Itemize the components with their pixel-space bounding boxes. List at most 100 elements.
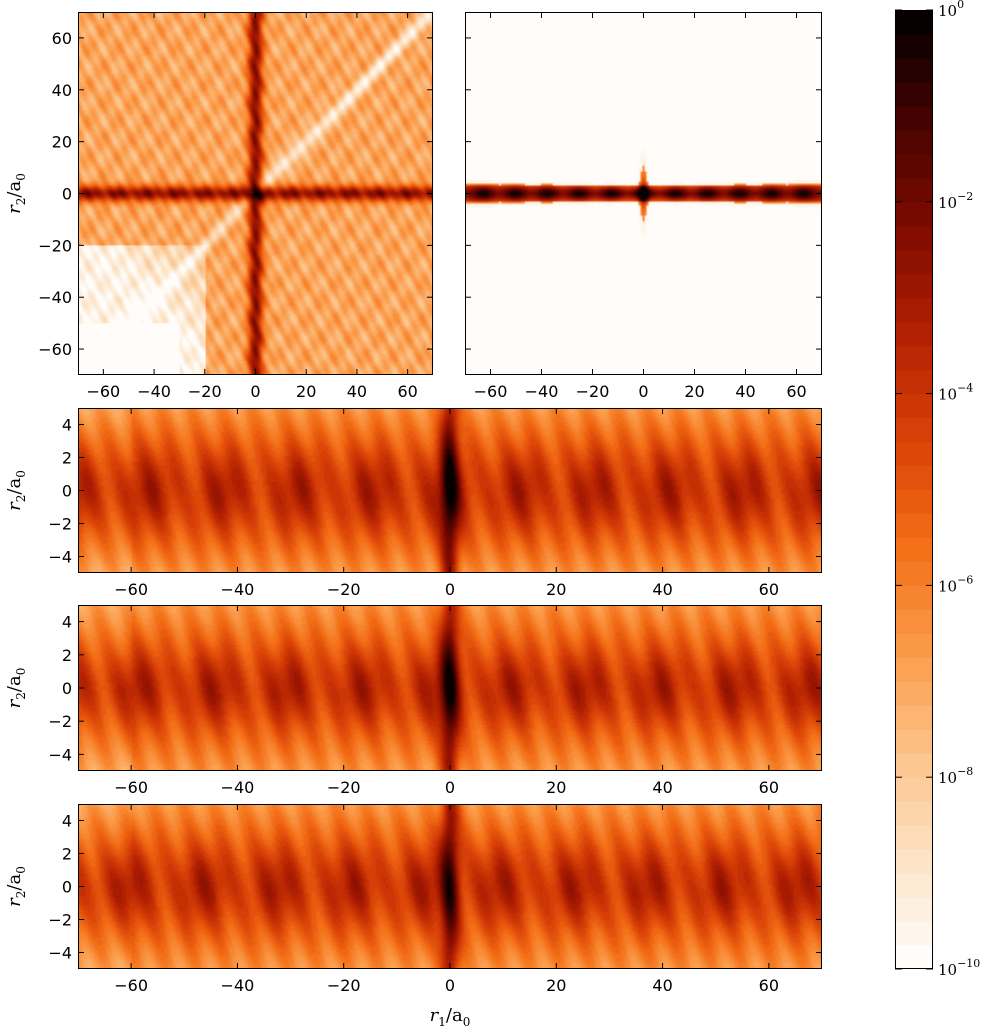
- x-tick-label: 0: [638, 382, 648, 401]
- colorbar-level: [895, 585, 933, 610]
- heatmap-image: [465, 12, 822, 375]
- colorbar-tick-label: 10−4: [938, 382, 973, 404]
- x-tick-label: 60: [759, 778, 779, 797]
- y-tick-label: 0: [62, 878, 72, 897]
- x-tick-label: 20: [296, 382, 316, 401]
- y-tick-label: −2: [48, 712, 72, 731]
- panel-top-right: −60 −40 −20 0 20 40 60: [465, 12, 822, 401]
- colorbar-level: [895, 201, 933, 227]
- y-tick-label: 0: [62, 679, 72, 698]
- x-tick-label: 0: [445, 976, 455, 995]
- axes-frame: [78, 804, 822, 969]
- x-tick-label: 40: [347, 382, 367, 401]
- y-tick-label: 4: [62, 416, 72, 435]
- x-tick-label: −40: [221, 580, 255, 599]
- y-tick-label: −4: [48, 944, 72, 963]
- colorbar-tick-label: 10−8: [938, 765, 973, 787]
- x-tick-label: 0: [250, 382, 260, 401]
- colorbar-level: [895, 681, 933, 706]
- colorbar-frame: [895, 10, 933, 969]
- colorbar: 100 10−2 10−4 10−6 10−8 10−10: [895, 0, 980, 979]
- y-tick-label: 0: [62, 185, 72, 204]
- colorbar-level: [895, 609, 933, 634]
- y-axis-label: r2/a0: [4, 866, 28, 907]
- colorbar-level: [895, 81, 933, 107]
- colorbar-level: [895, 441, 933, 467]
- x-tick-label: 40: [652, 976, 672, 995]
- x-tick-label: −60: [114, 976, 148, 995]
- colorbar-level: [895, 321, 933, 347]
- colorbar-level: [895, 225, 933, 251]
- y-tick-label: −40: [38, 288, 72, 307]
- x-tick-label: 40: [652, 778, 672, 797]
- y-tick-label: 4: [62, 613, 72, 632]
- colorbar-level: [895, 921, 933, 946]
- colorbar-level: [895, 177, 933, 203]
- colorbar-level: [895, 273, 933, 299]
- colorbar-level: [895, 465, 933, 490]
- colorbar-level: [895, 489, 933, 514]
- axes-frame: [78, 605, 822, 771]
- x-tick-label: 40: [652, 580, 672, 599]
- x-tick-label: 60: [397, 382, 417, 401]
- colorbar-level: [895, 417, 933, 443]
- y-tick-label: 2: [62, 449, 72, 468]
- colorbar-level: [895, 393, 933, 419]
- heatmap-image: [78, 605, 822, 771]
- x-tick-label: 60: [786, 382, 806, 401]
- colorbar-level: [895, 561, 933, 586]
- x-tick-label: −60: [114, 580, 148, 599]
- x-tick-label: 40: [735, 382, 755, 401]
- x-tick-label: 20: [546, 778, 566, 797]
- colorbar-level: [895, 513, 933, 538]
- y-tick-label: 20: [52, 133, 72, 152]
- x-tick-label: −40: [221, 976, 255, 995]
- y-tick-label: −4: [48, 548, 72, 567]
- y-tick-label: 2: [62, 845, 72, 864]
- colorbar-level: [895, 897, 933, 922]
- y-axis-label: r2/a0: [4, 668, 28, 709]
- y-tick-label: 4: [62, 812, 72, 831]
- colorbar-level: [895, 777, 933, 802]
- colorbar-level: [895, 705, 933, 730]
- colorbar-level: [895, 153, 933, 179]
- colorbar-level: [895, 657, 933, 682]
- colorbar-level: [895, 345, 933, 371]
- y-tick-label: −60: [38, 340, 72, 359]
- x-tick-label: −20: [188, 382, 222, 401]
- colorbar-level: [895, 537, 933, 562]
- colorbar-level: [895, 753, 933, 778]
- x-tick-label: −60: [86, 382, 120, 401]
- y-tick-label: 2: [62, 646, 72, 665]
- x-tick-label: −60: [474, 382, 508, 401]
- y-tick-label: 0: [62, 482, 72, 501]
- colorbar-level: [895, 729, 933, 754]
- colorbar-tick-label: 100: [938, 0, 964, 20]
- colorbar-level: [895, 825, 933, 850]
- colorbar-tick-label: 10−10: [938, 957, 980, 979]
- colorbar-level: [895, 369, 933, 395]
- heatmap-image: [78, 12, 433, 375]
- y-tick-label: 60: [52, 29, 72, 48]
- colorbar-level: [895, 801, 933, 826]
- heatmap-image: [78, 804, 822, 969]
- colorbar-level: [895, 945, 933, 970]
- colorbar-level: [895, 849, 933, 874]
- colorbar-level: [895, 633, 933, 658]
- colorbar-level: [895, 129, 933, 155]
- axes-frame: [78, 12, 433, 375]
- x-tick-label: −20: [327, 580, 361, 599]
- colorbar-level: [895, 10, 933, 35]
- x-tick-label: 0: [445, 580, 455, 599]
- colorbar-level: [895, 33, 933, 59]
- colorbar-level: [895, 249, 933, 275]
- colorbar-level: [895, 105, 933, 131]
- colorbar-level: [895, 297, 933, 323]
- x-tick-label: 20: [546, 976, 566, 995]
- y-tick-label: 40: [52, 81, 72, 100]
- x-tick-label: −60: [114, 778, 148, 797]
- x-tick-label: −20: [327, 976, 361, 995]
- colorbar-level: [895, 873, 933, 898]
